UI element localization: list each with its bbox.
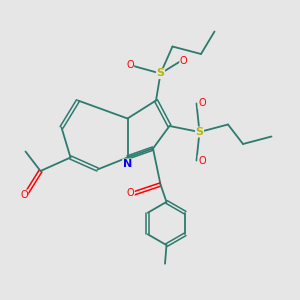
Text: O: O <box>126 60 134 70</box>
Text: O: O <box>198 98 206 109</box>
Text: S: S <box>157 68 164 79</box>
Text: S: S <box>196 127 203 137</box>
Text: O: O <box>20 190 28 200</box>
Text: O: O <box>180 56 188 66</box>
Text: N: N <box>123 159 132 169</box>
Text: O: O <box>127 188 134 199</box>
Text: O: O <box>198 155 206 166</box>
